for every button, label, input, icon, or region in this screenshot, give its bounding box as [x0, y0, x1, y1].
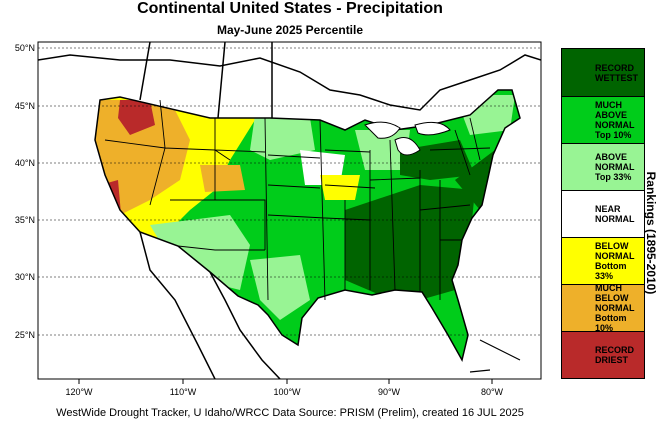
lat-label: 25°N: [15, 330, 35, 340]
province-borders: [139, 42, 273, 119]
map-title: Continental United States - Precipitatio…: [137, 0, 443, 17]
latitude-labels: 50°N 45°N 40°N 35°N 30°N 25°N: [15, 43, 35, 340]
legend-item-below: BELOW NORMAL Bottom 33%: [562, 237, 644, 284]
longitude-labels: 120°W 110°W 100°W 90°W 80°W: [65, 379, 504, 397]
lat-label: 30°N: [15, 272, 35, 282]
legend-item-above: ABOVE NORMAL Top 33%: [562, 143, 644, 190]
state-borders: [104, 99, 491, 301]
legend-title: Rankings (1895-2010): [644, 171, 658, 295]
legend: RECORD WETTEST MUCH ABOVE NORMAL Top 10%…: [561, 48, 645, 379]
lon-label: 110°W: [170, 387, 197, 397]
footer-credit: WestWide Drought Tracker, U Idaho/WRCC D…: [56, 407, 524, 419]
lon-label: 120°W: [65, 387, 93, 397]
lat-label: 50°N: [15, 43, 35, 53]
lat-label: 45°N: [15, 101, 35, 111]
great-lakes: [364, 121, 451, 156]
legend-item-much-below: MUCH BELOW NORMAL Bottom 10%: [562, 283, 644, 333]
lon-label: 90°W: [378, 387, 401, 397]
lat-label: 40°N: [15, 158, 35, 168]
legend-item-much-above: MUCH ABOVE NORMAL Top 10%: [562, 96, 644, 143]
map-subtitle: May-June 2025 Percentile: [216, 23, 364, 37]
us-outline: [94, 89, 521, 363]
lon-label: 80°W: [481, 387, 504, 397]
caribbean-outline: [469, 339, 521, 373]
legend-item-near-normal: NEAR NORMAL: [562, 190, 644, 237]
lon-label: 100°W: [273, 387, 301, 397]
legend-item-record-driest: RECORD DRIEST: [562, 331, 644, 378]
mexico-outline: [139, 231, 281, 379]
canada-border: [38, 54, 541, 111]
lat-label: 35°N: [15, 215, 35, 225]
legend-item-record-wettest: RECORD WETTEST: [562, 49, 644, 96]
